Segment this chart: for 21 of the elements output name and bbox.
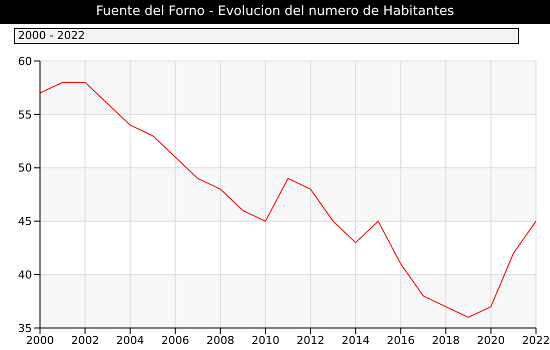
line-series bbox=[40, 82, 536, 318]
x-tick-label: 2004 bbox=[116, 334, 144, 347]
y-tick-label: 55 bbox=[18, 108, 32, 122]
x-tick-label: 2000 bbox=[26, 334, 54, 347]
x-tick-label: 2014 bbox=[342, 334, 370, 347]
y-tick-label: 45 bbox=[18, 215, 32, 228]
y-tick-label: 50 bbox=[18, 162, 32, 175]
x-tick-label: 2016 bbox=[386, 334, 415, 347]
x-tick-label: 2002 bbox=[71, 334, 100, 347]
x-tick-label: 2018 bbox=[432, 334, 460, 347]
x-tick-label: 2008 bbox=[206, 334, 234, 347]
chart-title: Fuente del Forno - Evolucion del numero de Habitantes bbox=[0, 0, 550, 24]
x-tick-label: 2022 bbox=[522, 334, 550, 347]
y-tick-label: 40 bbox=[18, 268, 32, 282]
y-tick-label: 35 bbox=[18, 322, 32, 335]
x-tick-label: 2006 bbox=[161, 334, 190, 347]
y-tick-label: 60 bbox=[18, 54, 32, 68]
x-tick-label: 2010 bbox=[251, 334, 280, 347]
chart-subtitle: 2000 - 2022 bbox=[14, 28, 519, 44]
x-tick-label: 2012 bbox=[296, 334, 325, 347]
x-tick-label: 2020 bbox=[476, 334, 505, 347]
